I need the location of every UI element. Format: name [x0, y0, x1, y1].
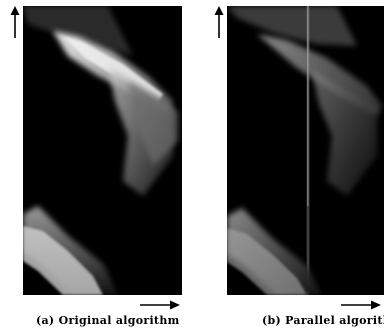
panel-b-caption: (b) Parallel algorithm: [262, 314, 384, 327]
panel-a-caption: (a) Original algorithm: [36, 314, 180, 327]
original-algorithm-image: [23, 6, 182, 295]
horizontal-axis-arrow-icon: [341, 296, 381, 310]
horizontal-axis-arrow-icon: [140, 296, 180, 310]
vertical-axis-arrow-icon: [10, 6, 20, 38]
vertical-axis-arrow-icon: [214, 6, 224, 38]
parallel-algorithm-image: [227, 6, 384, 295]
